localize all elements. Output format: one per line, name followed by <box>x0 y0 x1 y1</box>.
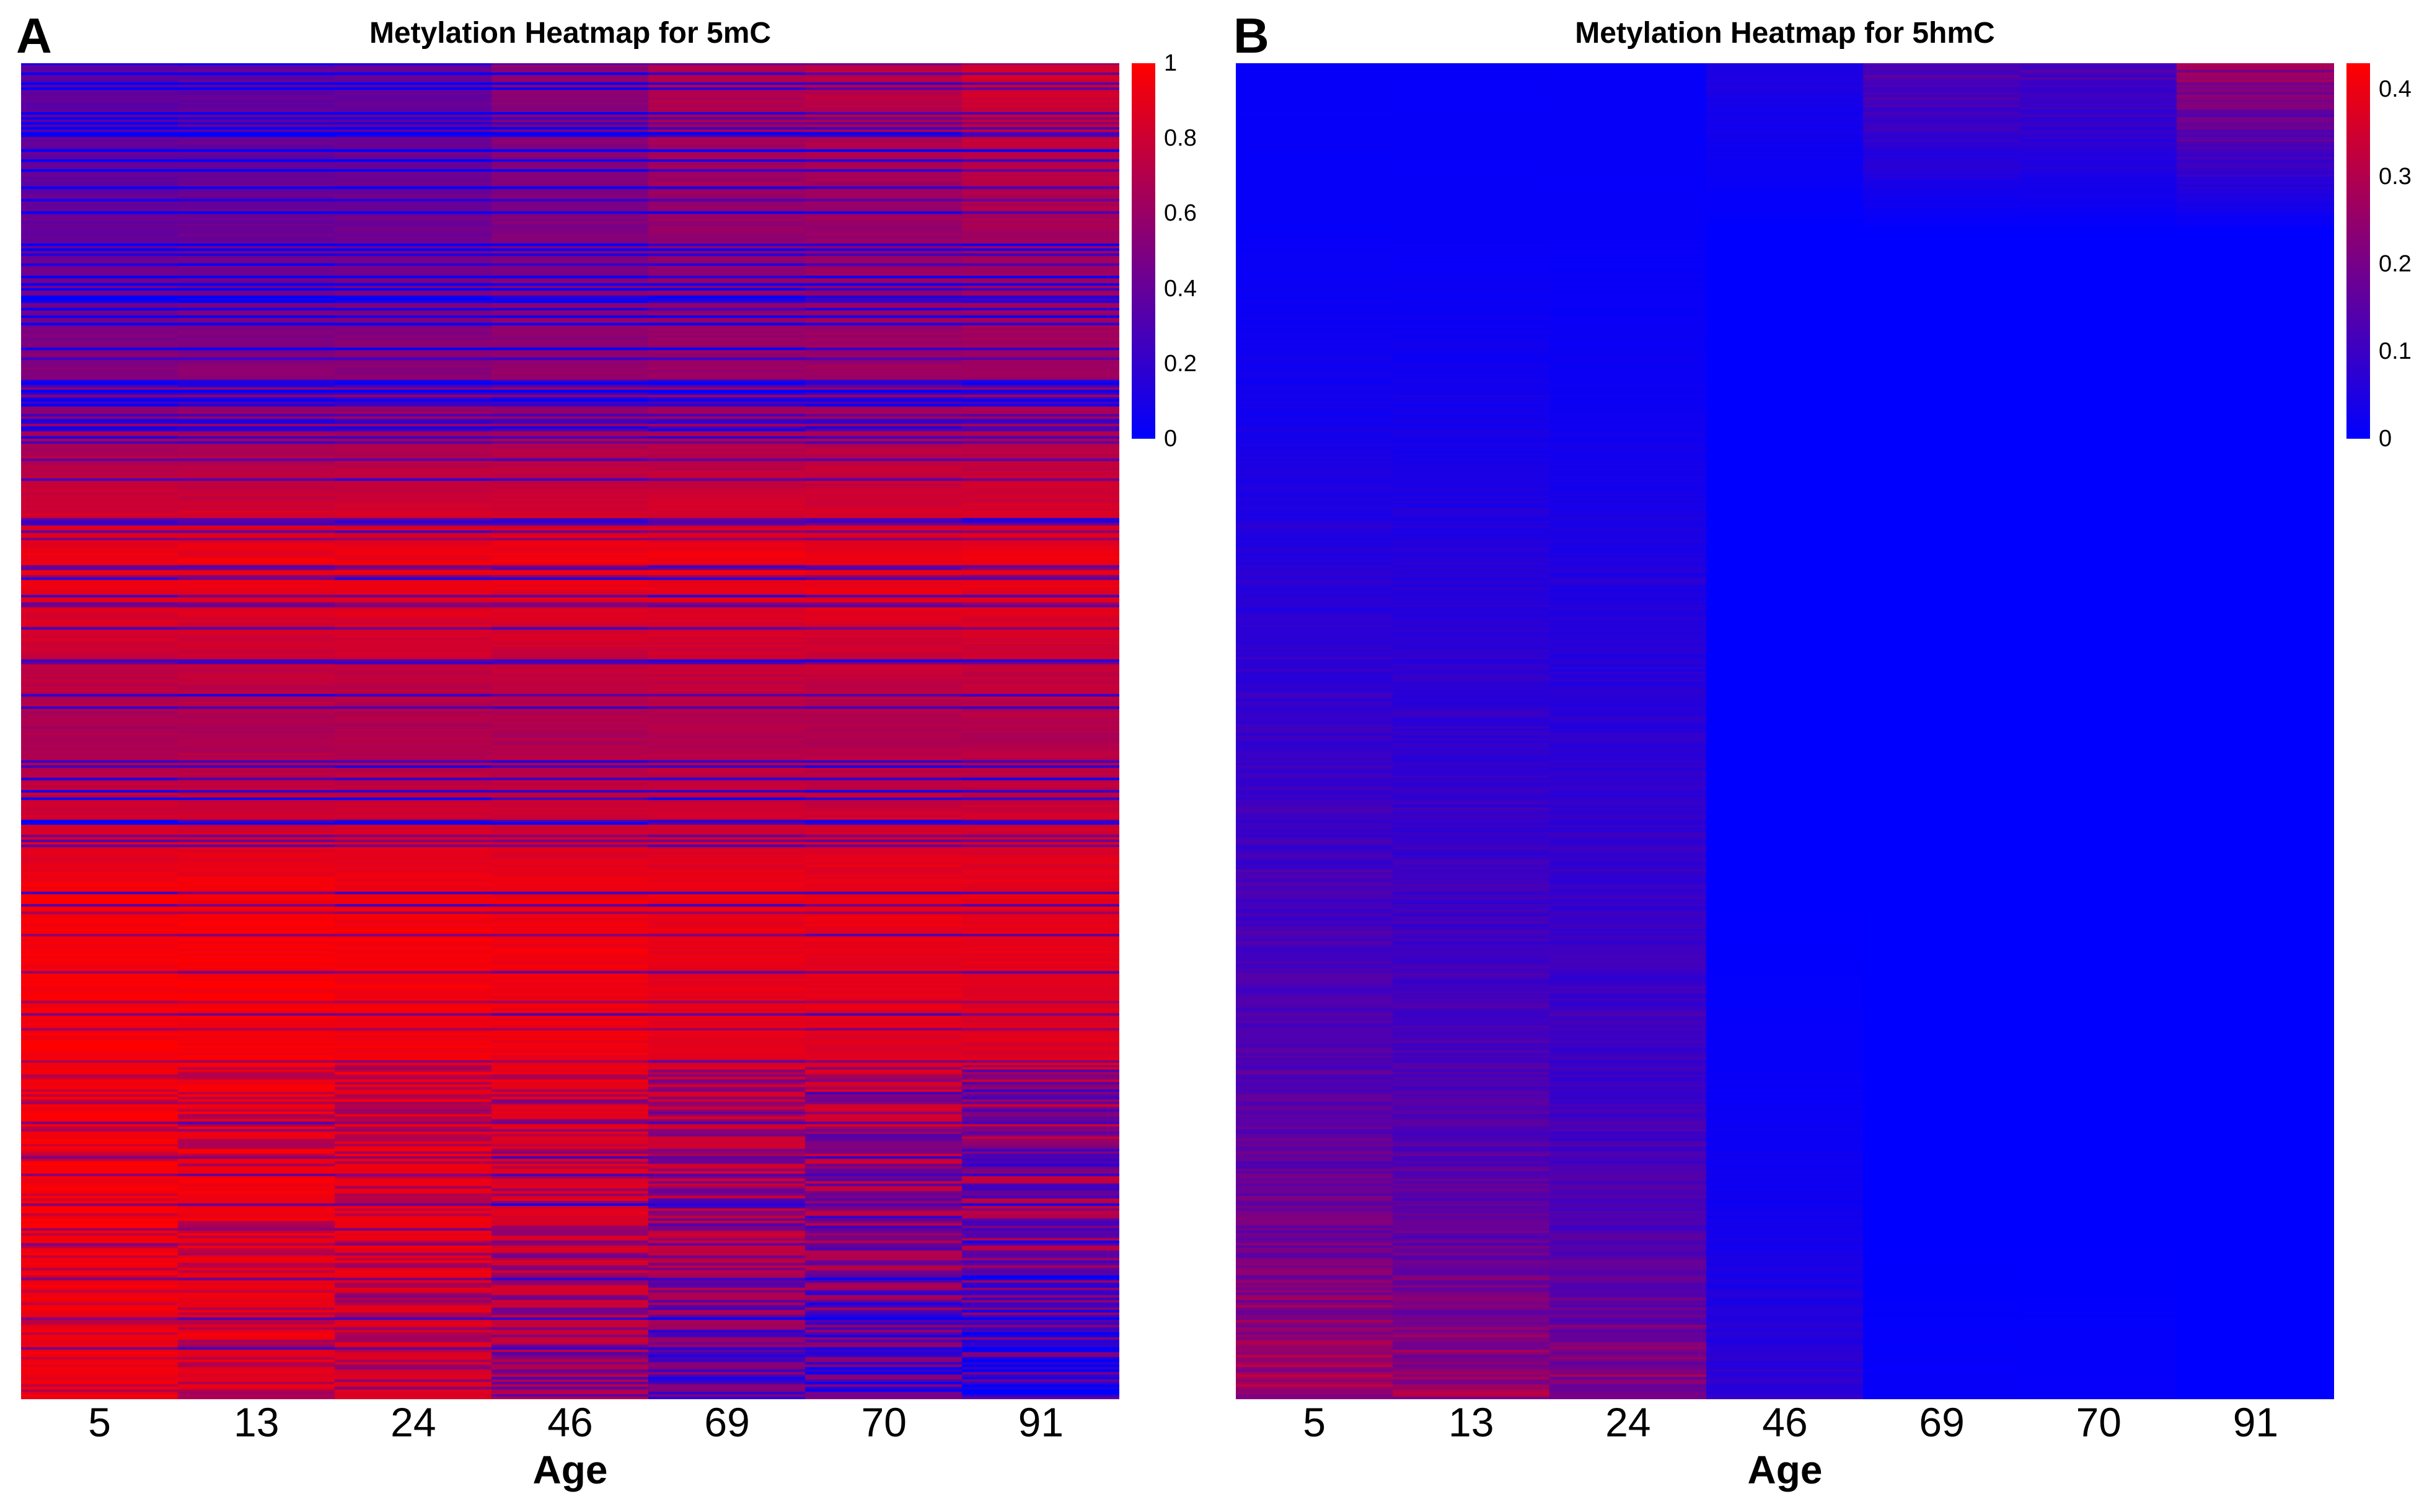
panel-a-x-tick-label: 91 <box>1018 1399 1064 1445</box>
panel-a-x-tick-label: 24 <box>390 1399 436 1445</box>
panel-a-title: Metylation Heatmap for 5mC <box>369 17 772 50</box>
panel-b-colorbar-tick: 0 <box>2379 426 2392 452</box>
panel-a-letter: A <box>16 8 52 63</box>
panel-b-x-tick-label: 46 <box>1762 1399 1808 1445</box>
panel-a-x-axis-label: Age <box>532 1448 608 1492</box>
panel-a-colorbar-tick: 0.2 <box>1164 350 1197 377</box>
panel-b-x-axis-label: Age <box>1747 1448 1823 1492</box>
panel-b-x-tick-label: 24 <box>1605 1399 1651 1445</box>
panel-a-colorbar-tick: 0 <box>1164 426 1178 452</box>
panel-b-colorbar-tick: 0.3 <box>2379 164 2412 190</box>
panel-a-colorbar-tick: 0.6 <box>1164 200 1197 227</box>
panel-a-x-tick-label: 70 <box>861 1399 907 1445</box>
colorbar-5hmc <box>2346 63 2370 439</box>
heatmap-5hmc <box>1236 63 2334 1399</box>
heatmap-5mc <box>21 63 1119 1399</box>
panel-a-x-tick-label: 69 <box>704 1399 750 1445</box>
panel-a-colorbar-tick: 0.8 <box>1164 125 1197 152</box>
panel-a-colorbar-tick: 1 <box>1164 50 1178 76</box>
panel-b-letter: B <box>1233 8 1269 63</box>
panel-b-x-tick-label: 91 <box>2232 1399 2279 1445</box>
panel-b-colorbar-tick: 0.2 <box>2379 251 2412 278</box>
panel-a-x-tick-label: 13 <box>233 1399 280 1445</box>
panel-b-x-tick-label: 5 <box>1303 1399 1326 1445</box>
panel-a-x-tick-label: 46 <box>547 1399 593 1445</box>
panel-b-colorbar-tick: 0.4 <box>2379 76 2412 103</box>
colorbar-5mc <box>1132 63 1155 439</box>
panel-b-title: Metylation Heatmap for 5hmC <box>1575 17 1995 50</box>
panel-a-colorbar-tick: 0.4 <box>1164 275 1197 302</box>
panel-b-x-tick-label: 69 <box>1919 1399 1965 1445</box>
panel-b-colorbar-tick: 0.1 <box>2379 338 2412 365</box>
panel-b-x-tick-label: 13 <box>1448 1399 1494 1445</box>
panel-b-x-tick-label: 70 <box>2076 1399 2121 1445</box>
panel-a-x-tick-label: 5 <box>88 1399 111 1445</box>
